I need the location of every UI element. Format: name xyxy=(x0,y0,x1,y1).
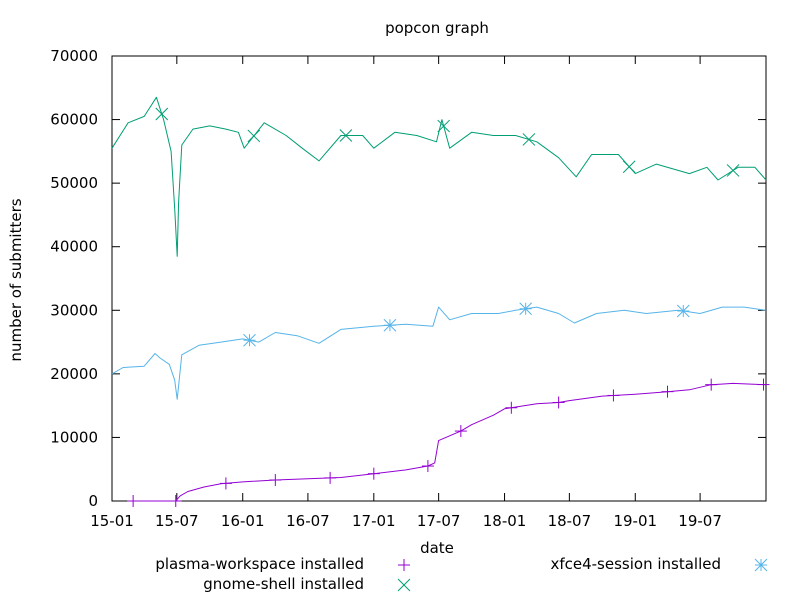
y-tick-label: 50000 xyxy=(50,174,98,192)
legend-marker xyxy=(397,578,411,592)
data-point-marker xyxy=(622,160,636,174)
data-point-marker xyxy=(726,164,740,177)
data-point-marker xyxy=(339,129,353,142)
legend-marker xyxy=(398,559,410,571)
series-layer xyxy=(111,96,770,507)
x-tick-label: 18-01 xyxy=(483,512,527,530)
x-axis-ticks: 15-01 15-07 16-01 16-07 17-01 17-07 18-01 18-07… xyxy=(90,56,722,530)
y-tick-label: 0 xyxy=(88,492,98,510)
y-tick-label: 30000 xyxy=(50,301,98,319)
data-point-marker xyxy=(705,378,718,391)
x-tick-label: 16-07 xyxy=(286,512,330,530)
data-point-marker xyxy=(607,389,620,402)
series-gnome-shell xyxy=(111,96,767,257)
x-tick-label: 18-07 xyxy=(548,512,592,530)
series-line xyxy=(111,306,767,400)
x-tick-label: 16-01 xyxy=(221,512,265,530)
data-point-marker xyxy=(247,129,261,143)
data-point-marker xyxy=(324,471,337,484)
data-point-marker xyxy=(552,396,565,409)
x-axis-label: date xyxy=(420,539,454,557)
legend-item: xfce4-session installed xyxy=(550,555,768,573)
data-point-marker xyxy=(522,133,536,146)
data-point-marker xyxy=(454,425,467,438)
legend-label: gnome-shell installed xyxy=(203,575,364,593)
y-tick-label: 70000 xyxy=(50,47,98,65)
y-axis-ticks: 0 10000 20000 30000 40000 50000 60000 70000 xyxy=(50,47,766,510)
legend-marker xyxy=(754,558,768,572)
data-point-marker xyxy=(269,474,282,487)
data-point-marker xyxy=(519,302,533,316)
data-point-marker xyxy=(661,385,674,398)
plot-frame xyxy=(111,55,767,502)
x-tick-label: 15-01 xyxy=(90,512,134,530)
legend-item: gnome-shell installed xyxy=(203,575,411,593)
chart-title: popcon graph xyxy=(385,19,489,37)
data-point-marker xyxy=(127,495,140,507)
data-point-marker xyxy=(169,495,182,507)
legend-label: xfce4-session installed xyxy=(550,555,721,573)
series-plasma-workspace xyxy=(127,378,770,507)
x-tick-label: 17-01 xyxy=(352,512,396,530)
y-tick-label: 60000 xyxy=(50,111,98,129)
x-tick-label: 15-07 xyxy=(155,512,199,530)
y-tick-label: 20000 xyxy=(50,365,98,383)
data-point-marker xyxy=(243,333,256,347)
data-point-marker xyxy=(367,467,380,480)
data-point-marker xyxy=(383,318,397,332)
series-line xyxy=(111,96,767,257)
data-point-marker xyxy=(219,477,232,490)
x-tick-label: 17-07 xyxy=(417,512,461,530)
x-tick-label: 19-07 xyxy=(678,512,722,530)
data-point-marker xyxy=(421,460,434,473)
series-xfce4-session xyxy=(111,302,767,400)
legend: plasma-workspace installed gnome-shell in… xyxy=(155,555,768,593)
series-line xyxy=(133,382,767,502)
data-point-marker xyxy=(757,378,770,391)
legend-item: plasma-workspace installed xyxy=(155,555,410,573)
data-point-marker xyxy=(676,304,690,318)
data-point-marker xyxy=(155,107,169,121)
y-tick-label: 10000 xyxy=(50,428,98,446)
legend-label: plasma-workspace installed xyxy=(155,555,364,573)
data-point-marker xyxy=(437,119,451,133)
y-axis-label: number of submitters xyxy=(7,198,25,361)
data-point-marker xyxy=(505,401,518,414)
x-tick-label: 19-01 xyxy=(613,512,657,530)
y-tick-label: 40000 xyxy=(50,238,98,256)
